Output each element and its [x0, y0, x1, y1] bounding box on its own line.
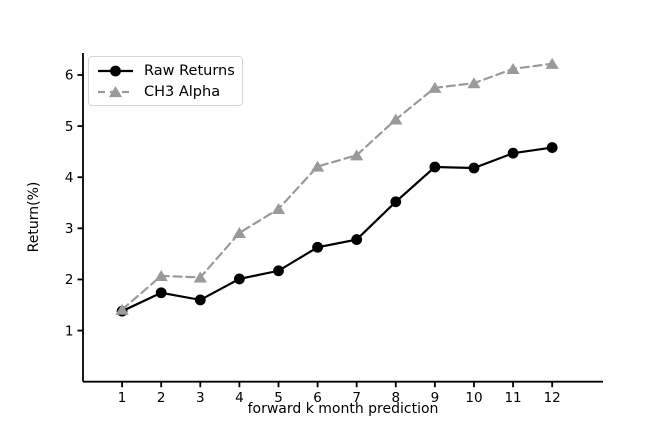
series-raw-returns-marker: [312, 241, 323, 253]
series-ch3-alpha-line: [120, 62, 554, 311]
series-ch3-alpha-marker: [232, 227, 246, 239]
legend-label-raw-returns: Raw Returns: [144, 62, 235, 79]
ch3-alpha-line-marker-icon: [98, 85, 133, 97]
series-ch3-alpha-marker: [506, 62, 520, 74]
series-ch3-alpha-marker: [467, 77, 481, 89]
series-raw-returns-marker: [507, 147, 519, 159]
series-raw-returns-marker: [546, 142, 558, 153]
series-raw-returns-marker: [351, 234, 363, 245]
series-raw-returns-marker: [468, 162, 480, 174]
legend-sample-marker: [110, 65, 121, 76]
series-raw-returns-marker: [155, 287, 167, 299]
series-ch3-alpha-marker: [154, 269, 168, 281]
legend-label-ch3-alpha: CH3 Alpha: [144, 83, 221, 100]
series-raw-returns-marker: [429, 161, 441, 173]
legend-item-raw-returns: Raw Returns: [97, 60, 235, 81]
series-ch3-alpha-marker: [115, 303, 129, 315]
x-axis-label: forward k month prediction: [248, 401, 439, 417]
x-tick-label: 4: [235, 390, 244, 406]
x-tick-label: 7: [352, 390, 361, 406]
series-ch3-alpha-marker: [545, 57, 559, 69]
x-tick-label: 11: [504, 390, 521, 406]
x-tick-label: 10: [465, 390, 482, 406]
x-tick-label: 5: [274, 390, 283, 406]
raw-returns-line-marker-icon: [98, 65, 133, 76]
x-tick-label: 1: [118, 390, 127, 406]
x-tick-label: 12: [544, 390, 561, 406]
x-tick-label: 6: [313, 390, 322, 406]
series-ch3-alpha: [115, 57, 559, 315]
y-axis-label: Return(%): [26, 182, 42, 253]
series-raw-returns-marker: [233, 273, 245, 285]
series-ch3-alpha-marker: [428, 81, 442, 93]
series-raw-returns-marker: [194, 294, 206, 306]
legend-sample-marker: [108, 85, 123, 97]
y-tick-label: 5: [65, 119, 74, 135]
y-tick-label: 6: [65, 68, 74, 84]
series-raw-returns: [116, 142, 558, 317]
x-tick-label: 2: [157, 390, 166, 406]
y-tick-label: 2: [65, 272, 74, 288]
series-ch3-alpha-marker: [193, 271, 207, 283]
x-tick-label: 9: [431, 390, 440, 406]
legend: Raw Returns CH3 Alpha: [88, 56, 243, 106]
series-ch3-alpha-marker: [310, 160, 325, 172]
series-ch3-alpha-marker: [350, 149, 364, 161]
series-raw-returns-marker: [273, 265, 284, 277]
series-ch3-alpha-marker: [389, 113, 403, 125]
series-raw-returns-line: [120, 146, 554, 313]
y-tick-label: 3: [65, 221, 74, 237]
legend-item-ch3-alpha: CH3 Alpha: [97, 81, 234, 102]
series-raw-returns-marker: [390, 196, 402, 208]
y-tick-label: 1: [65, 323, 74, 339]
y-tick-label: 4: [65, 170, 74, 186]
x-tick-label: 8: [391, 390, 400, 406]
series-ch3-alpha-marker: [271, 203, 286, 215]
x-tick-label: 3: [196, 390, 205, 406]
